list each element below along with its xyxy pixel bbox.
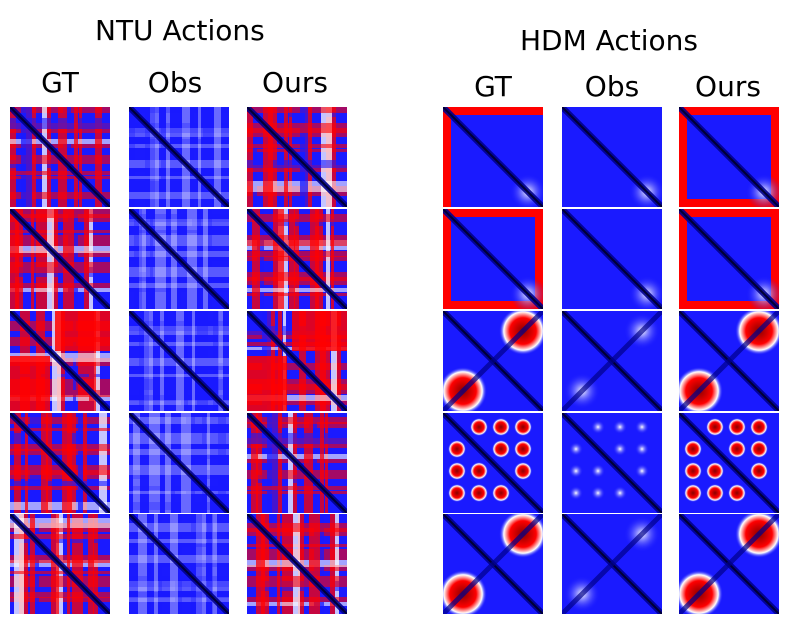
hdm-obs-heatmap-1 <box>562 107 662 207</box>
ntu-gt-heatmap-1 <box>10 107 110 207</box>
ntu-ours-heatmap-3 <box>247 311 347 411</box>
ntu-ours-heatmap-2 <box>247 209 347 309</box>
hdm-gt-heatmap-2 <box>443 209 543 309</box>
ntu-gt-heatmap-5 <box>10 514 110 614</box>
ntu-gt-heatmap-4 <box>10 413 110 513</box>
hdm-gt-heatmap-4 <box>443 413 543 513</box>
hdm-gt-label: GT <box>474 70 512 103</box>
ntu-obs-label: Obs <box>147 66 203 99</box>
hdm-gt-heatmap-1 <box>443 107 543 207</box>
hdm-ours-label: Ours <box>695 70 761 103</box>
ntu-actions-title: NTU Actions <box>95 14 265 47</box>
ntu-gt-label: GT <box>41 66 79 99</box>
ntu-obs-heatmap-2 <box>129 209 229 309</box>
hdm-ours-heatmap-3 <box>679 311 779 411</box>
ntu-ours-heatmap-5 <box>247 514 347 614</box>
hdm-obs-heatmap-3 <box>562 311 662 411</box>
hdm-obs-heatmap-2 <box>562 209 662 309</box>
hdm-obs-label: Obs <box>584 70 640 103</box>
hdm-actions-title: HDM Actions <box>520 24 698 57</box>
ntu-obs-heatmap-3 <box>129 311 229 411</box>
ntu-obs-heatmap-1 <box>129 107 229 207</box>
ntu-gt-heatmap-2 <box>10 209 110 309</box>
hdm-ours-heatmap-2 <box>679 209 779 309</box>
hdm-gt-heatmap-3 <box>443 311 543 411</box>
ntu-ours-heatmap-1 <box>247 107 347 207</box>
hdm-ours-heatmap-4 <box>679 413 779 513</box>
hdm-obs-heatmap-4 <box>562 413 662 513</box>
ntu-gt-heatmap-3 <box>10 311 110 411</box>
hdm-ours-heatmap-1 <box>679 107 779 207</box>
hdm-gt-heatmap-5 <box>443 514 543 614</box>
ntu-obs-heatmap-5 <box>129 514 229 614</box>
hdm-obs-heatmap-5 <box>562 514 662 614</box>
ntu-ours-label: Ours <box>262 66 328 99</box>
hdm-ours-heatmap-5 <box>679 514 779 614</box>
ntu-ours-heatmap-4 <box>247 413 347 513</box>
ntu-obs-heatmap-4 <box>129 413 229 513</box>
